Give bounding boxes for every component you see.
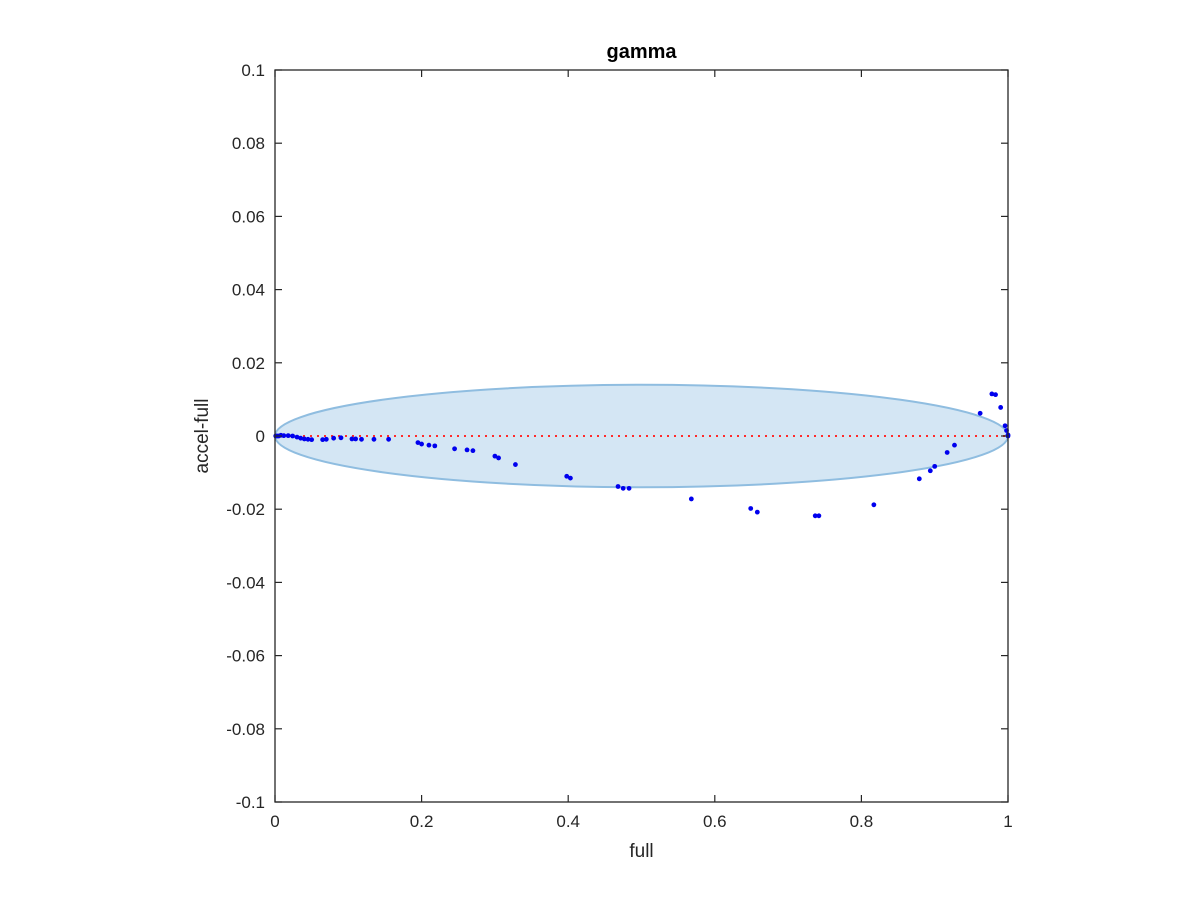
x-tick-label: 0.2 <box>410 812 434 831</box>
data-point <box>359 436 364 442</box>
data-point <box>998 405 1004 410</box>
data-point <box>812 513 818 519</box>
data-point <box>371 436 377 442</box>
data-point <box>513 462 518 467</box>
data-point <box>932 463 938 469</box>
data-point <box>298 435 304 441</box>
data-point <box>353 436 359 442</box>
data-point <box>615 484 621 489</box>
data-point <box>1002 423 1008 429</box>
data-point <box>281 433 287 439</box>
data-point <box>301 436 307 442</box>
data-point <box>944 450 950 455</box>
data-point <box>323 436 329 442</box>
data-point <box>816 513 822 519</box>
data-point <box>415 440 421 445</box>
data-point <box>464 447 470 453</box>
data-point <box>567 475 573 481</box>
x-axis-title: full <box>629 841 653 862</box>
data-point <box>993 392 998 398</box>
data-point <box>916 476 922 482</box>
data-point <box>331 435 337 441</box>
x-tick-label: 0.4 <box>556 812 580 831</box>
chart-title: gamma <box>606 41 677 63</box>
y-tick-label: 0.04 <box>232 281 265 300</box>
y-tick-label: -0.06 <box>226 647 265 666</box>
data-point <box>305 436 311 442</box>
x-tick-label: 0.8 <box>850 812 874 831</box>
data-point <box>620 485 626 491</box>
data-point <box>349 436 355 442</box>
data-point <box>952 442 957 448</box>
data-point <box>496 455 501 461</box>
data-point <box>977 410 983 416</box>
data-point <box>871 502 877 508</box>
data-point <box>338 435 344 441</box>
data-point <box>294 434 300 440</box>
y-tick-label: 0.02 <box>232 354 265 373</box>
y-tick-label: -0.04 <box>226 573 265 592</box>
data-point <box>470 448 476 454</box>
y-tick-label: 0.06 <box>232 207 265 226</box>
y-tick-label: 0.08 <box>232 134 265 153</box>
data-point <box>927 468 933 474</box>
y-tick-label: -0.08 <box>226 720 265 739</box>
data-point <box>290 433 295 439</box>
data-point <box>285 433 291 439</box>
x-tick-label: 0.6 <box>703 812 727 831</box>
data-point <box>432 443 438 449</box>
data-point <box>309 437 315 443</box>
data-point <box>626 485 632 491</box>
data-point <box>754 509 760 515</box>
data-point <box>688 496 694 502</box>
data-point <box>564 473 570 479</box>
x-tick-label: 0 <box>270 812 279 831</box>
data-point <box>452 446 457 452</box>
y-axis-title: accel-full <box>192 399 213 474</box>
y-tick-label: -0.1 <box>236 793 265 812</box>
x-tick-label: 1 <box>1003 812 1012 831</box>
data-point <box>426 442 432 448</box>
y-tick-label: 0.1 <box>241 61 265 80</box>
y-tick-label: 0 <box>256 427 265 446</box>
data-point <box>748 506 754 511</box>
data-point <box>989 391 995 397</box>
data-point <box>320 437 326 443</box>
data-point <box>492 453 498 459</box>
data-point <box>386 436 392 442</box>
data-point <box>419 441 424 447</box>
y-tick-label: -0.02 <box>226 500 265 519</box>
